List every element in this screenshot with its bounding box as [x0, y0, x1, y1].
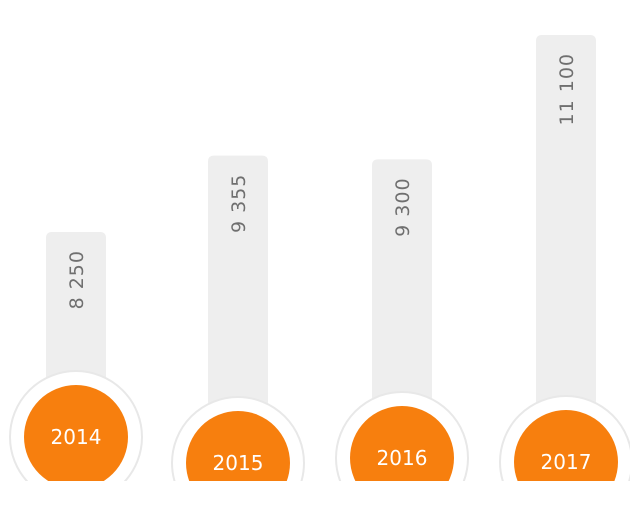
bar: [208, 155, 268, 470]
bar: [372, 159, 432, 470]
value-label: 8 250: [66, 250, 88, 309]
marker: [514, 410, 618, 481]
category-label: 2015: [213, 451, 264, 475]
category-label: 2017: [541, 450, 592, 474]
marker: [24, 385, 128, 481]
category-label: 2016: [377, 446, 428, 470]
value-label: 11 100: [556, 53, 578, 125]
marker: [350, 406, 454, 481]
plot: 8 250 9 355 9 300 11 100 2014 2015 2016 2017: [9, 35, 630, 481]
value-label: 9 355: [228, 174, 250, 233]
category-label: 2014: [51, 425, 102, 449]
bar: [536, 35, 596, 470]
value-label: 9 300: [392, 177, 414, 236]
marker: [186, 411, 290, 481]
